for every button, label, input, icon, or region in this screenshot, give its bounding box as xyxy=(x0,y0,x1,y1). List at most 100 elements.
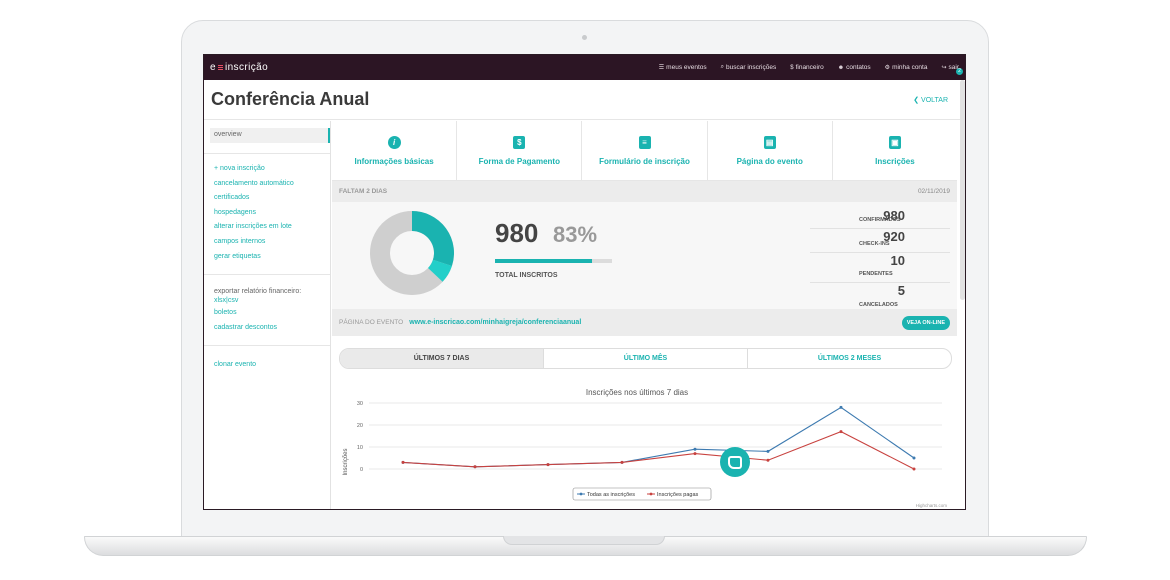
sidebar-item-nova-inscricao[interactable]: + nova inscrição xyxy=(214,165,265,172)
countdown-label: FALTAM 2 DIAS xyxy=(339,188,388,195)
export-label: exportar relatório financeiro: xyxy=(214,288,302,296)
data-point-paid[interactable] xyxy=(473,465,477,469)
main-content: i Informações básicas $ Forma de Pagamen… xyxy=(332,121,957,509)
back-button[interactable]: ❮ VOLTAR xyxy=(913,96,948,104)
scrollbar[interactable] xyxy=(960,80,965,300)
price-tag-icon: $ xyxy=(513,135,526,149)
nav-financeiro[interactable]: $ financeiro xyxy=(790,64,824,71)
sidebar-item-gerar-etiquetas[interactable]: gerar etiquetas xyxy=(214,252,261,260)
sidebar-item-certificados[interactable]: certificados xyxy=(214,194,250,202)
event-page-band: PÁGINA DO EVENTO www.e-inscricao.com/min… xyxy=(332,309,957,336)
notification-badge: 2 xyxy=(956,68,963,75)
series-line-paid xyxy=(402,430,915,470)
data-point-paid[interactable] xyxy=(546,463,550,467)
export-xlsx-csv-link[interactable]: xlsx|csv xyxy=(214,297,239,305)
logo[interactable]: e inscrição xyxy=(210,62,268,73)
sidebar-item-campos-internos[interactable]: campos internos xyxy=(214,237,266,245)
logo-right: inscrição xyxy=(224,62,269,73)
card-informacoes-basicas[interactable]: i Informações básicas xyxy=(332,121,458,180)
card-label: Página do evento xyxy=(736,156,803,166)
stat-number: 10 xyxy=(890,253,905,268)
sidebar-group-clone: clonar evento xyxy=(204,345,330,377)
sidebar-group-finance: exportar relatório financeiro: xlsx|csv … xyxy=(204,274,330,339)
camera-dot xyxy=(582,35,587,40)
gear-icon: ⚙ xyxy=(884,65,891,71)
chart-credit[interactable]: Highcharts.com xyxy=(916,503,948,508)
event-date: 02/11/2019 xyxy=(917,188,950,195)
event-page-url[interactable]: www.e-inscricao.com/minhaigreja/conferen… xyxy=(409,319,582,326)
sidebar-item-hospedagens[interactable]: hospedagens xyxy=(214,208,257,216)
chat-button[interactable] xyxy=(720,447,750,477)
top-navbar: e inscrição ☰ meus eventos ⌕ buscar inscri… xyxy=(204,55,965,80)
legend-marker-all xyxy=(579,492,583,496)
data-point-paid[interactable] xyxy=(766,458,770,462)
data-point-paid[interactable] xyxy=(693,452,697,456)
card-inscricoes[interactable]: ▣ Inscrições xyxy=(833,121,957,180)
registrations-line-chart: Inscrições nos últimos 7 dias Inscrições… xyxy=(343,388,948,508)
sidebar-item-cancelamento[interactable]: cancelamento automático xyxy=(214,179,294,187)
nav-label: contatos xyxy=(846,64,871,71)
data-point-paid[interactable] xyxy=(912,467,916,471)
card-formulario-inscricao[interactable]: ≡ Formulário de inscrição xyxy=(582,121,708,180)
y-axis-label: Inscrições xyxy=(343,448,349,475)
clipboard-icon: ≡ xyxy=(638,135,651,149)
stat-label: CONFIRMADOS xyxy=(859,217,901,223)
y-tick-label: 10 xyxy=(357,445,363,451)
card-forma-pagamento[interactable]: $ Forma de Pagamento xyxy=(457,121,583,180)
nav-label: financeiro xyxy=(795,64,824,71)
stat-number: 5 xyxy=(897,283,905,298)
card-label: Forma de Pagamento xyxy=(478,156,560,166)
sidebar-item-alterar-lote[interactable]: alterar inscrições em lote xyxy=(214,223,292,231)
view-online-button[interactable]: VEJA ON-LINE xyxy=(901,315,950,330)
nav-minha-conta[interactable]: ⚙ minha conta xyxy=(885,64,928,71)
data-point-all[interactable] xyxy=(912,456,916,460)
registration-progress-bar xyxy=(495,259,612,263)
chat-icon xyxy=(728,455,742,469)
nav-label: buscar inscrições xyxy=(726,64,777,71)
nav-contatos[interactable]: ☻ contatos xyxy=(838,64,871,71)
users-icon: ☻ xyxy=(837,64,845,71)
nav-sair[interactable]: ↪ sair 2 xyxy=(941,64,963,75)
logo-bars-icon xyxy=(217,65,223,70)
stat-number: 980 xyxy=(883,208,905,223)
tab-ultimos-7-dias[interactable]: ÚLTIMOS 7 DIAS xyxy=(340,349,544,368)
sidebar: overview + nova inscrição cancelamento a… xyxy=(204,121,331,509)
stats-panel: 980 83% TOTAL INSCRITOS 980 CONFIRMADOS 9… xyxy=(332,202,957,309)
stat-label: CHECK-INS xyxy=(859,241,890,247)
y-tick-label: 0 xyxy=(360,467,363,473)
data-point-paid[interactable] xyxy=(839,430,843,434)
total-label: TOTAL INSCRITOS xyxy=(495,272,558,279)
chart-legend: Todas as inscrições Inscrições pagas xyxy=(572,487,712,501)
nav-meus-eventos[interactable]: ☰ meus eventos xyxy=(659,64,707,71)
tab-ultimos-2-meses[interactable]: ÚLTIMOS 2 MESES xyxy=(817,355,882,362)
list-icon: ☰ xyxy=(658,65,665,71)
page-header: Conferência Anual ❮ VOLTAR xyxy=(204,80,965,120)
sidebar-item-clonar-evento[interactable]: clonar evento xyxy=(214,361,257,369)
y-tick-label: 20 xyxy=(357,423,363,429)
data-point-all[interactable] xyxy=(693,447,697,451)
info-icon: i xyxy=(387,135,401,149)
id-card-icon: ▣ xyxy=(888,135,901,149)
data-point-paid[interactable] xyxy=(620,460,624,464)
sidebar-item-overview[interactable]: overview xyxy=(210,128,330,143)
stat-label: PENDENTES xyxy=(859,271,893,277)
stat-number: 920 xyxy=(883,229,905,244)
app-screen: e inscrição ☰ meus eventos ⌕ buscar inscri… xyxy=(203,54,966,510)
back-label: VOLTAR xyxy=(921,96,948,104)
y-tick-label: 30 xyxy=(357,401,363,407)
data-point-paid[interactable] xyxy=(401,460,405,464)
sidebar-item-boletos[interactable]: boletos xyxy=(214,309,237,317)
nav-buscar-inscricoes[interactable]: ⌕ buscar inscrições xyxy=(721,64,777,71)
data-point-all[interactable] xyxy=(766,449,770,453)
legend-marker-paid xyxy=(649,492,653,496)
section-cards: i Informações básicas $ Forma de Pagamen… xyxy=(332,121,957,181)
tab-ultimo-mes[interactable]: ÚLTIMO MÊS xyxy=(544,349,748,368)
data-point-all[interactable] xyxy=(839,405,843,409)
period-tabs: ÚLTIMOS 7 DIAS ÚLTIMO MÊS ÚLTIMOS 2 MESE… xyxy=(339,348,952,369)
sidebar-item-descontos[interactable]: cadastrar descontos xyxy=(214,323,278,331)
legend-label-paid[interactable]: Inscrições pagas xyxy=(657,492,699,498)
card-pagina-evento[interactable]: ▤ Página do evento xyxy=(708,121,833,180)
chart-title: Inscrições nos últimos 7 dias xyxy=(586,388,688,397)
legend-label-all[interactable]: Todas as inscrições xyxy=(587,492,635,498)
